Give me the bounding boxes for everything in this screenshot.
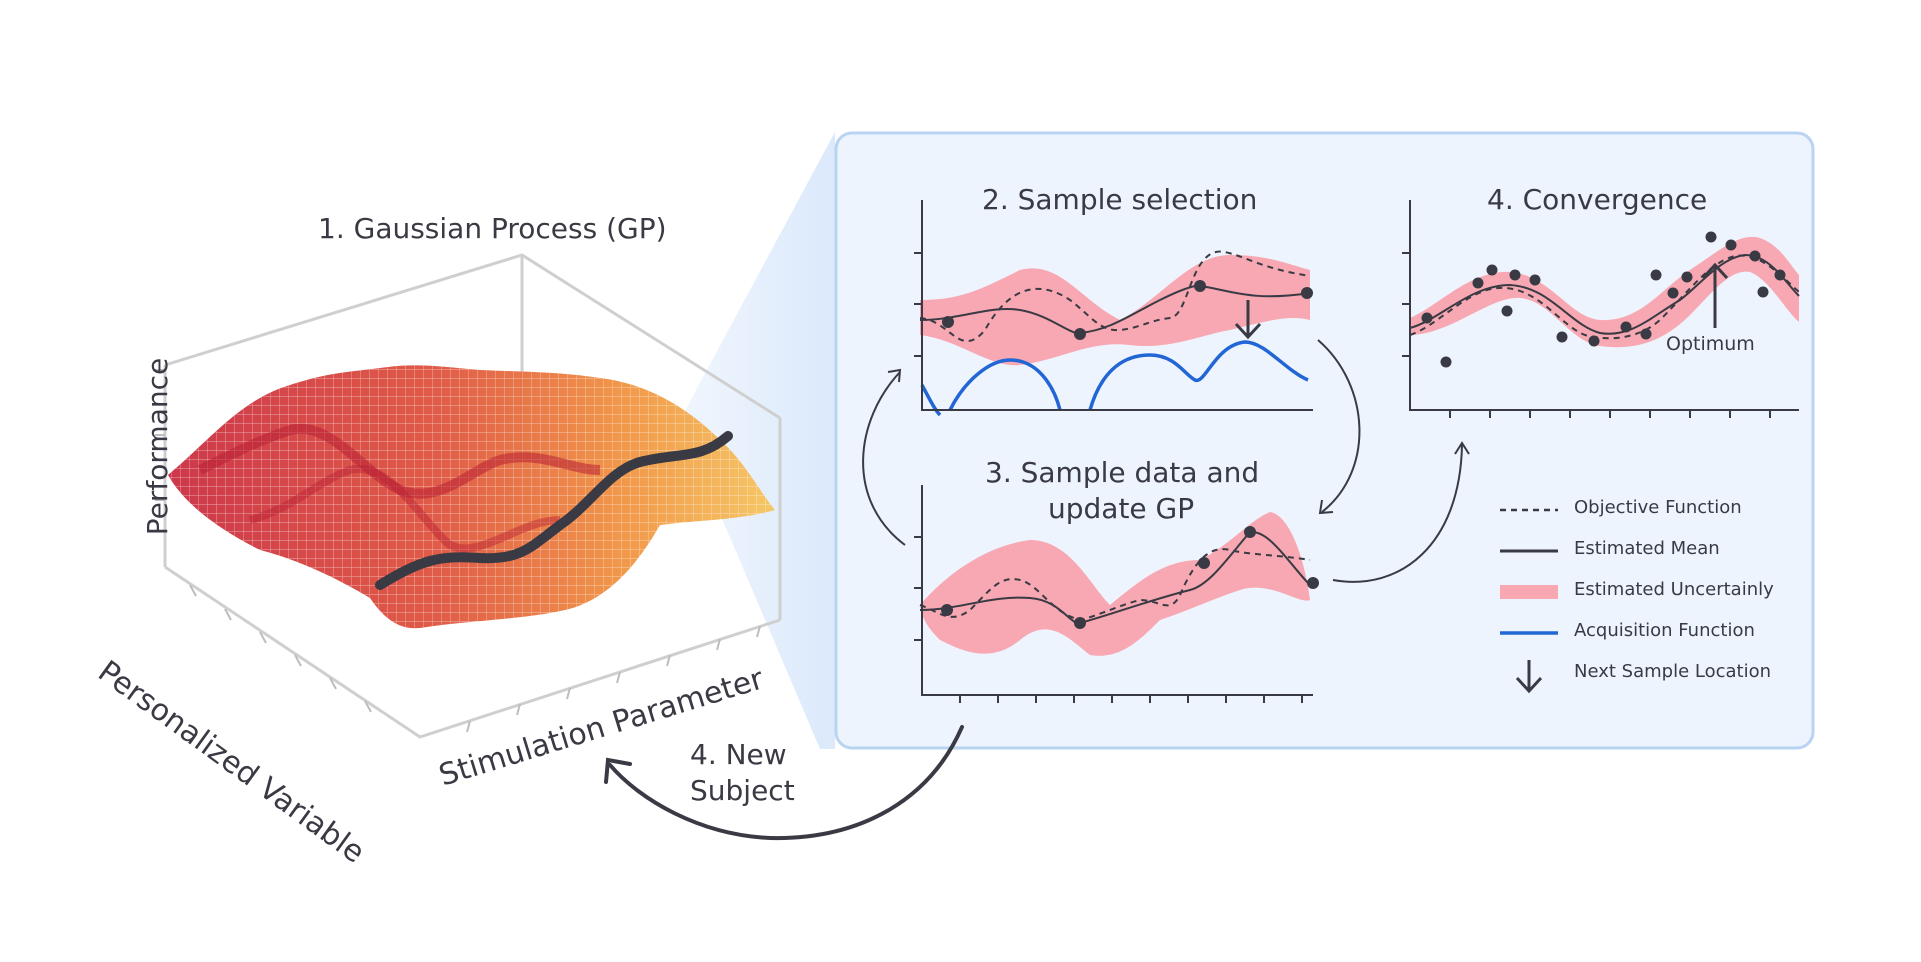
sample-point [1681, 271, 1693, 283]
sample-point [1501, 305, 1513, 317]
plot-sample-selection [914, 200, 1313, 417]
legend-label-next-sample: Next Sample Location [1574, 661, 1771, 682]
sample-point [1620, 321, 1632, 333]
zoom-panel [834, 131, 1815, 750]
legend-label-objective: Objective Function [1574, 497, 1742, 518]
next-sample-arrow-icon [1234, 300, 1262, 340]
legend-label-mean: Estimated Mean [1574, 538, 1720, 559]
sample-point [941, 604, 953, 616]
plot-axes [914, 485, 1313, 703]
uncertainty-band [920, 512, 1310, 656]
sample-point [1757, 286, 1769, 298]
sample-data-title-line1: 3. Sample data and [985, 456, 1260, 489]
sample-point [1509, 269, 1521, 281]
performance-axis-label: Performance [141, 357, 175, 536]
legend-label-uncertainty: Estimated Uncertainly [1574, 579, 1774, 600]
arrow-3-to-4 [1332, 444, 1463, 583]
sample-point [1774, 269, 1786, 281]
sample-point [1667, 287, 1679, 299]
convergence-title: 4. Convergence [1487, 183, 1708, 216]
arrow-head-icon [887, 368, 902, 383]
sample-point [1244, 526, 1256, 538]
optimum-label: Optimum [1666, 333, 1755, 355]
sample-point [1421, 312, 1433, 324]
sample-point [1198, 557, 1210, 569]
zoom-wedge [680, 132, 835, 749]
sample-point [1588, 335, 1600, 347]
arrow-head-icon [1454, 441, 1470, 455]
sample-point [1472, 277, 1484, 289]
down-arrow-icon [1515, 660, 1543, 694]
plot-axes [914, 200, 1313, 411]
uncertainty-band [1410, 236, 1799, 348]
new-subject-label-line1: 4. New [690, 738, 787, 771]
objective-function [1409, 254, 1800, 340]
sample-point [1074, 328, 1086, 340]
optimum-arrow-icon [1701, 262, 1729, 328]
new-subject-label-line2: Subject [690, 774, 795, 807]
arrow-2-to-3 [1317, 339, 1361, 513]
sample-point [1650, 269, 1662, 281]
gp-title: 1. Gaussian Process (GP) [318, 212, 667, 245]
new-subject-arrow [604, 725, 964, 841]
gp-axis-ticks [155, 369, 761, 733]
sample-point [1486, 264, 1498, 276]
sample-point [1529, 274, 1541, 286]
cycle-arrows [862, 339, 1470, 583]
sample-point [1194, 280, 1206, 292]
uncertainty-band [920, 255, 1310, 366]
arrow-head-icon [1318, 499, 1334, 515]
sample-point [1556, 331, 1568, 343]
estimated-mean [919, 284, 1311, 335]
sample-point [1440, 356, 1452, 368]
sample-selection-title: 2. Sample selection [982, 183, 1258, 216]
legend-icons [1500, 508, 1558, 694]
sample-point [1301, 287, 1313, 299]
acquisition-function [920, 340, 1309, 417]
sample-point [1074, 617, 1086, 629]
sample-point [1749, 250, 1761, 262]
arrow-3-to-2 [862, 371, 906, 546]
plot-axes [1402, 200, 1799, 418]
band-swatch-icon [1500, 585, 1558, 599]
plot-sample-data [914, 485, 1319, 703]
plot-convergence [1402, 200, 1800, 418]
legend-label-acquisition: Acquisition Function [1574, 620, 1755, 641]
sample-point [1705, 231, 1717, 243]
sample-data-title-line2: update GP [1048, 492, 1195, 525]
sample-point [1640, 328, 1652, 340]
objective-function [919, 548, 1311, 622]
gp-optimum-path [375, 431, 733, 590]
gp-surface [168, 365, 775, 629]
sample-point [1725, 239, 1737, 251]
arrow-head-icon [604, 757, 632, 784]
sample-point [1307, 577, 1319, 589]
sample-point [942, 316, 954, 328]
